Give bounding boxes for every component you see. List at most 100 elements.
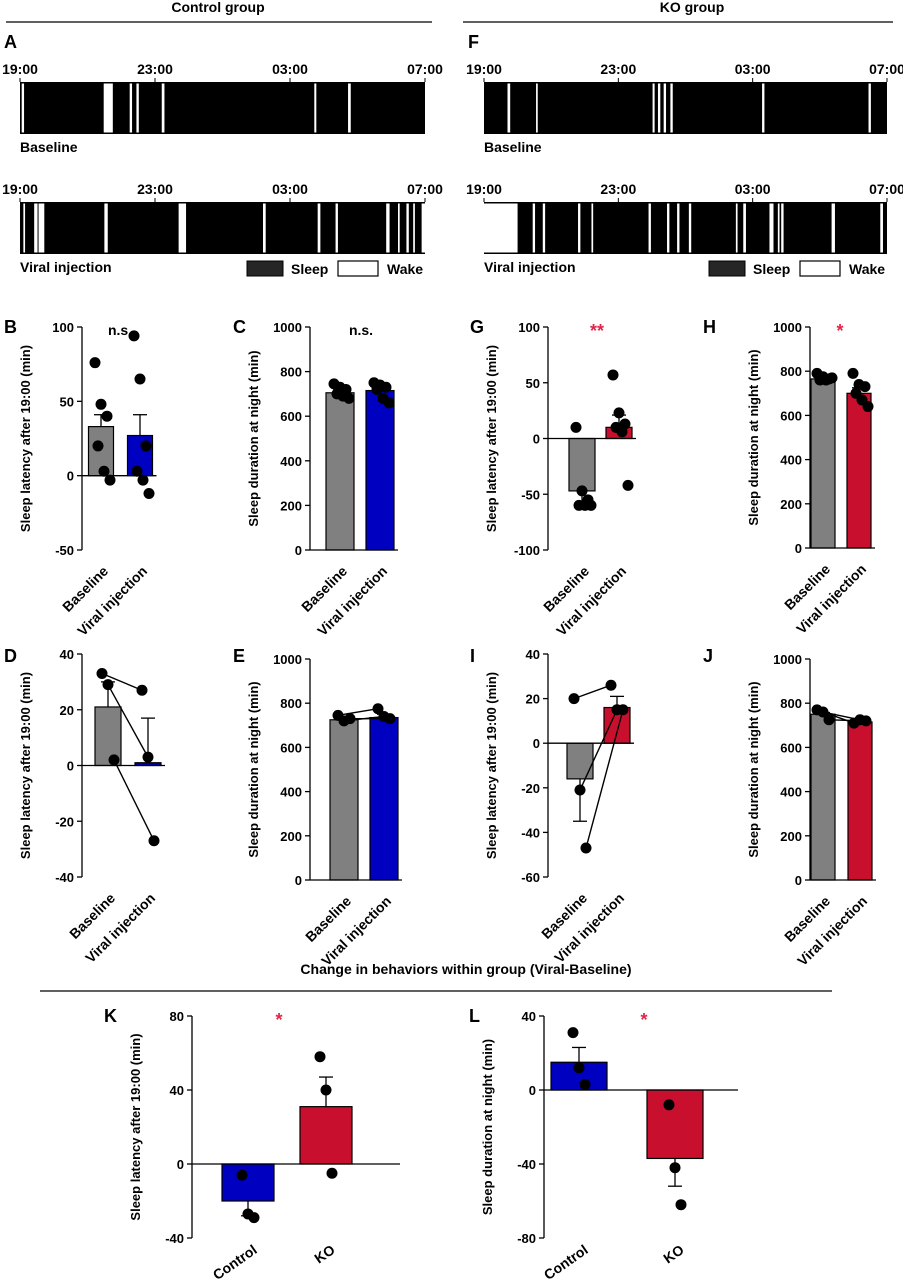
- bar-H-1: [846, 392, 872, 549]
- hypnogram-label-A-viral: Viral injection: [20, 259, 112, 275]
- y-tick-label-C: 400: [280, 454, 302, 469]
- y-axis-label-J: Sleep duration at night (min): [746, 681, 761, 857]
- wake-epoch-F-viral: [532, 203, 536, 253]
- y-axis-label-D: Sleep latency after 19:00 (min): [18, 672, 33, 859]
- data-point-B-0: [101, 410, 113, 422]
- bar-K-1: [299, 1106, 353, 1165]
- bar-E-1: [369, 716, 399, 881]
- paired-line-E: [337, 708, 379, 717]
- data-point-L-0: [567, 1027, 579, 1039]
- wake-epoch-A-baseline: [314, 83, 317, 133]
- data-point-D-1: [148, 835, 160, 847]
- wake-epoch-A-viral: [38, 203, 45, 253]
- y-tick-label-D: 20: [60, 703, 74, 718]
- data-point-C-0: [343, 392, 355, 404]
- y-tick-label-G: 0: [533, 432, 540, 447]
- panel-letter-D: D: [4, 646, 17, 666]
- y-axis-label-H: Sleep duration at night (min): [746, 349, 761, 525]
- wake-epoch-A-viral: [263, 203, 266, 253]
- data-point-K-1: [320, 1084, 332, 1096]
- data-point-I-1: [605, 679, 617, 691]
- y-tick-label-I: 40: [526, 647, 540, 662]
- y-tick-label-L: 40: [522, 1009, 536, 1024]
- y-tick-label-H: 400: [780, 453, 802, 468]
- y-tick-label-L: 0: [529, 1083, 536, 1098]
- change-section-header: Change in behaviors within group (Viral-…: [300, 961, 631, 977]
- y-tick-label-K: -40: [165, 1231, 184, 1246]
- y-tick-label-B: 0: [67, 469, 74, 484]
- panel-letter-A: A: [4, 32, 17, 52]
- time-label-A-baseline: 07:00: [407, 61, 443, 77]
- y-tick-label-J: 800: [780, 696, 802, 711]
- data-point-L-1: [675, 1199, 687, 1211]
- data-point-L-0: [579, 1078, 591, 1090]
- wake-epoch-A-baseline: [103, 83, 113, 133]
- significance-C: n.s.: [349, 322, 373, 338]
- hypnogram-label-A-baseline: Baseline: [20, 139, 78, 155]
- data-point-G-1: [622, 479, 634, 491]
- hypnogram-F-baseline: [484, 82, 887, 134]
- data-point-D-1: [136, 684, 148, 696]
- y-tick-label-I: -20: [521, 781, 540, 796]
- data-point-G-0: [570, 421, 582, 433]
- data-point-I-1: [617, 704, 629, 716]
- y-tick-label-E: 800: [280, 696, 302, 711]
- data-point-E-1: [384, 713, 396, 725]
- category-label-K-0: Control: [210, 1241, 260, 1280]
- y-tick-label-G: 100: [518, 320, 540, 335]
- data-point-B-1: [134, 373, 146, 385]
- bar-J-1: [847, 721, 873, 881]
- legend-wake-label-F: Wake: [849, 261, 885, 277]
- y-tick-label-I: 0: [533, 736, 540, 751]
- data-point-B-1: [140, 440, 152, 452]
- y-tick-label-J: 400: [780, 785, 802, 800]
- category-label-E-1: Viral injection: [318, 893, 394, 969]
- significance-G: **: [590, 321, 604, 341]
- time-label-F-baseline: 23:00: [600, 61, 636, 77]
- wake-epoch-F-viral: [484, 203, 518, 253]
- wake-epoch-F-viral: [880, 203, 883, 253]
- category-label-L-0: Control: [541, 1241, 591, 1280]
- data-point-D-0: [102, 679, 114, 691]
- time-label-A-baseline: 23:00: [137, 61, 173, 77]
- category-label-C-1: Viral injection: [314, 563, 390, 639]
- data-point-K-0: [236, 1169, 248, 1181]
- data-point-I-0: [580, 842, 592, 854]
- bar-J-0: [810, 713, 836, 881]
- hypnogram-label-F-baseline: Baseline: [484, 139, 542, 155]
- data-point-G-0: [576, 485, 588, 497]
- data-point-L-1: [669, 1162, 681, 1174]
- paired-line-D: [107, 684, 149, 758]
- y-axis-label-L: Sleep duration at night (min): [480, 1039, 495, 1215]
- y-tick-label-J: 1000: [773, 652, 802, 667]
- data-point-D-1: [142, 751, 154, 763]
- time-label-A-viral: 19:00: [2, 181, 38, 197]
- data-point-J-1: [860, 715, 872, 727]
- wake-epoch-A-viral: [23, 203, 26, 253]
- wake-epoch-F-viral: [591, 203, 594, 253]
- y-tick-label-I: -60: [521, 870, 540, 885]
- paired-line-I: [579, 709, 618, 791]
- y-tick-label-J: 200: [780, 829, 802, 844]
- bar-C-1: [365, 389, 395, 551]
- wake-epoch-F-viral: [677, 203, 680, 253]
- paired-line-D: [101, 672, 143, 691]
- wake-epoch-F-viral: [688, 203, 692, 253]
- legend-sleep-swatch-A: [246, 260, 284, 277]
- y-tick-label-E: 400: [280, 785, 302, 800]
- y-tick-label-J: 0: [795, 873, 802, 888]
- control-group-header: Control group: [171, 0, 264, 15]
- y-tick-label-H: 800: [780, 364, 802, 379]
- category-label-L-1: KO: [660, 1241, 686, 1266]
- data-point-G-1: [607, 369, 619, 381]
- paired-line-I: [573, 684, 612, 700]
- panel-letter-L: L: [469, 1006, 480, 1026]
- data-point-K-0: [248, 1212, 260, 1224]
- paired-line-J: [822, 711, 861, 721]
- time-label-F-viral: 03:00: [735, 181, 771, 197]
- data-point-B-1: [131, 465, 143, 477]
- y-tick-label-B: 100: [52, 320, 74, 335]
- wake-epoch-F-viral: [769, 203, 774, 253]
- y-tick-label-D: 40: [60, 647, 74, 662]
- panel-letter-I: I: [470, 646, 475, 666]
